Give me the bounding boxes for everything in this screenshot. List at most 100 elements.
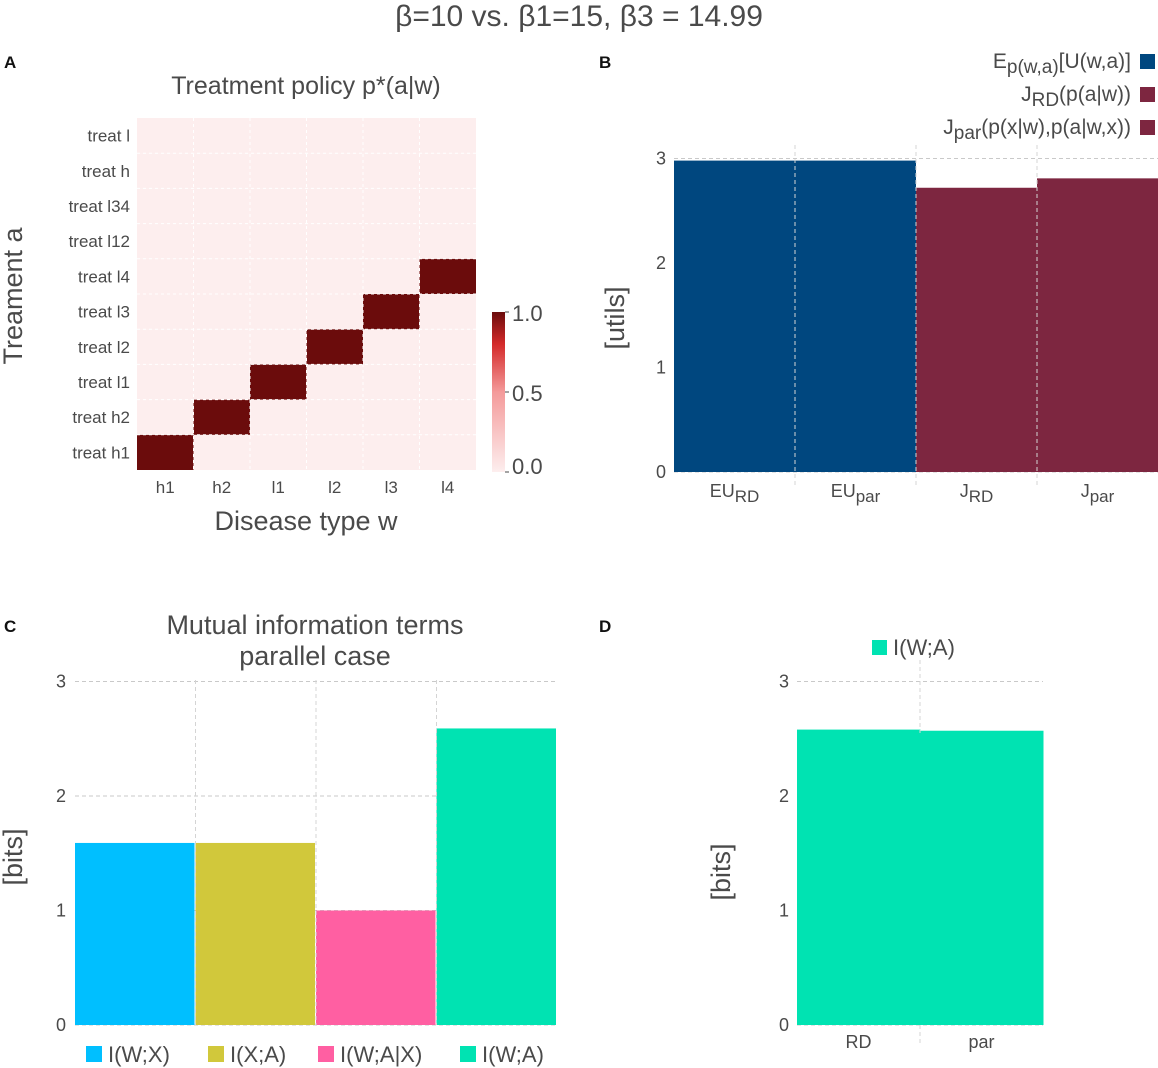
heatmap-cell (363, 329, 420, 365)
heatmap-cells (137, 118, 476, 470)
utils-legend-label-rest: (p(a|w)) (1059, 83, 1131, 106)
y-tick-label: 1 (779, 901, 789, 921)
heatmap-cell (137, 294, 194, 330)
heatmap-cell (250, 399, 307, 435)
heatmap-cell (250, 258, 307, 294)
panel-c-label: C (4, 617, 16, 636)
heatmap-cell (306, 434, 363, 470)
heatmap-cell (193, 399, 250, 435)
heatmap-cell (363, 258, 420, 294)
heatmap-cell (137, 118, 194, 154)
mi-legend-label: I(W;A) (482, 1042, 544, 1067)
mi-legend-label: I(X;A) (230, 1042, 286, 1067)
heatmap-cell (419, 188, 476, 224)
panel-a-label: A (4, 53, 16, 72)
utils-x-tick-label-base: J (1081, 481, 1090, 501)
heatmap-y-tick-label: treat l4 (78, 267, 130, 286)
rd-par-legend-swatch (872, 640, 887, 655)
heatmap-cell (137, 399, 194, 435)
heatmap-cell (363, 294, 420, 330)
heatmap-cell (363, 153, 420, 189)
mi-chart-bars (75, 728, 556, 1025)
heatmap-cell (419, 329, 476, 365)
y-tick-label: 2 (656, 253, 666, 273)
heatmap-cell (419, 153, 476, 189)
mi-legend-swatch (318, 1046, 334, 1062)
utils-x-tick-label: Jpar (1081, 481, 1115, 506)
heatmap-cell (250, 364, 307, 400)
heatmap-cell (193, 434, 250, 470)
heatmap-cell (306, 364, 363, 400)
heatmap-cell (193, 294, 250, 330)
heatmap-gridlines (137, 118, 476, 470)
heatmap-y-tick-label: treat h (82, 162, 130, 181)
heatmap-cell (193, 188, 250, 224)
rd-par-bar (797, 729, 921, 1025)
heatmap-cell (419, 364, 476, 400)
heatmap-cell (250, 434, 307, 470)
heatmap-y-tick-label: treat l2 (78, 338, 130, 357)
utils-x-tick-label: JRD (960, 481, 994, 506)
utils-chart-y-axis-label: [utils] (600, 286, 630, 349)
heatmap-y-tick-label: treat h1 (72, 443, 130, 462)
heatmap-y-axis-label: Treament a (0, 226, 28, 364)
heatmap-cell (419, 223, 476, 259)
utils-legend-label-base: E (993, 50, 1007, 73)
heatmap-cell (137, 188, 194, 224)
heatmap-cell (250, 188, 307, 224)
y-tick-label: 0 (656, 462, 666, 482)
rd-par-chart-legend: I(W;A) (872, 635, 955, 660)
heatmap-cell (193, 118, 250, 154)
heatmap-cell (363, 399, 420, 435)
y-tick-label: 1 (56, 901, 66, 921)
heatmap-cell (137, 329, 194, 365)
heatmap-cell (137, 153, 194, 189)
utils-legend-label: Jpar(p(x|w),p(a|w,x)) (943, 116, 1131, 144)
heatmap-cell (250, 329, 307, 365)
heatmap-cell (419, 258, 476, 294)
mi-legend-swatch (460, 1046, 476, 1062)
heatmap-cell (419, 294, 476, 330)
heatmap-y-tick-label: treat l1 (78, 373, 130, 392)
heatmap-cell (306, 329, 363, 365)
mi-legend-label: I(W;X) (108, 1042, 170, 1067)
heatmap-cell (306, 153, 363, 189)
utils-bar-j-par (1037, 178, 1158, 473)
utils-bar-eu-rd (674, 160, 795, 472)
heatmap-cell (306, 258, 363, 294)
utils-chart-x-tick-labels: EURD EUpar JRD Jpar (710, 481, 1115, 506)
utils-bar-eu-par (795, 160, 916, 472)
colorbar-tick-label: 0.5 (512, 381, 543, 406)
mi-chart-title: Mutual information terms (166, 610, 463, 640)
utils-legend-label: Ep(w,a)[U(w,a)] (993, 50, 1131, 78)
heatmap-cell (250, 223, 307, 259)
heatmap-cell (137, 258, 194, 294)
heatmap-cell (306, 188, 363, 224)
heatmap-cell (363, 223, 420, 259)
heatmap-cell (193, 329, 250, 365)
y-tick-label: 0 (56, 1015, 66, 1035)
heatmap-cell (419, 434, 476, 470)
y-tick-label: 0 (779, 1015, 789, 1035)
rd-par-x-tick-label: par (968, 1032, 994, 1052)
heatmap-cell (250, 118, 307, 154)
heatmap-y-tick-label: treat l3 (78, 303, 130, 322)
panel-b-label: B (599, 53, 611, 72)
heatmap-y-tick-label: treat l (87, 127, 130, 146)
heatmap-x-tick-label: h2 (212, 478, 231, 497)
utils-chart-legend: Ep(w,a)[U(w,a)]JRD(p(a|w))Jpar(p(x|w),p(… (943, 50, 1155, 144)
heatmap-cell (363, 434, 420, 470)
utils-x-tick-label-sub: par (1090, 487, 1115, 506)
mi-chart-y-ticks: 0 1 2 3 (56, 672, 66, 1036)
rd-par-legend-label: I(W;A) (893, 635, 955, 660)
mi-chart-legend: I(W;X) I(X;A) I(W;A|X) I(W;A) (86, 1042, 544, 1067)
heatmap-x-tick-label: l4 (441, 478, 454, 497)
colorbar-tick-label: 0.0 (512, 454, 543, 479)
utils-legend-label-sub: RD (1032, 90, 1059, 111)
colorbar-tick-label: 1.0 (512, 301, 543, 326)
mi-legend-swatch (86, 1046, 102, 1062)
mi-bar (316, 910, 436, 1025)
heatmap-cell (363, 364, 420, 400)
heatmap-x-tick-label: h1 (156, 478, 175, 497)
